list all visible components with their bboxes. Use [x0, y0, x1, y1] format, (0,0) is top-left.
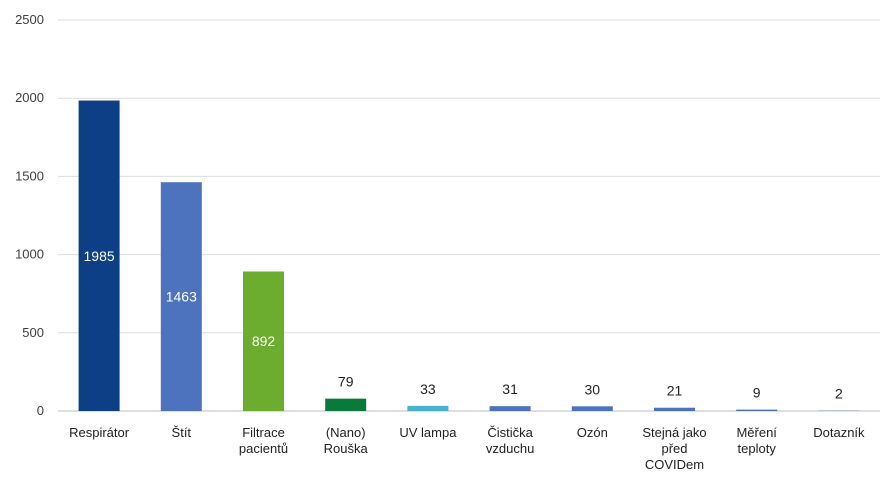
data-label: 31	[502, 381, 518, 397]
x-category-line: Respirátor	[69, 425, 130, 440]
x-category-line: Dotazník	[813, 425, 865, 440]
data-labels: 1985 1463 892 79 33 31 30 21 9 2	[84, 248, 843, 402]
y-tick-label: 0	[37, 403, 44, 418]
bar	[736, 409, 778, 411]
bar	[78, 100, 120, 412]
x-category-line: teploty	[738, 441, 777, 456]
x-category-label: UV lampa	[399, 425, 457, 440]
data-label: 892	[252, 333, 276, 349]
y-axis-ticks: 0 500 1000 1500 2000 2500	[15, 12, 44, 418]
x-category-line: Čistička	[487, 425, 533, 440]
x-category-line: před	[661, 441, 687, 456]
x-category-label: Stejná jako před COVIDem	[642, 425, 706, 472]
y-tick-label: 1500	[15, 168, 44, 183]
y-tick-label: 2500	[15, 12, 44, 27]
x-category-line: Štít	[172, 425, 192, 440]
x-category-line: (Nano)	[326, 425, 366, 440]
bar	[243, 271, 284, 411]
x-category-label: Dotazník	[813, 425, 865, 440]
y-tick-label: 500	[22, 325, 44, 340]
data-label: 30	[585, 381, 601, 397]
data-label: 79	[338, 374, 354, 390]
bar	[325, 398, 367, 411]
bars	[78, 100, 860, 412]
x-category-line: UV lampa	[399, 425, 457, 440]
bar	[160, 182, 202, 411]
data-label: 2	[835, 386, 843, 402]
data-label: 1985	[84, 248, 115, 264]
y-tick-label: 1000	[15, 247, 44, 262]
x-category-line: Ozón	[577, 425, 608, 440]
x-category-line: Rouška	[324, 441, 369, 456]
x-category-line: COVIDem	[645, 457, 704, 472]
data-label: 21	[667, 383, 683, 399]
x-category-label: (Nano) Rouška	[324, 425, 369, 456]
x-category-line: Stejná jako	[642, 425, 706, 440]
bar	[654, 407, 695, 411]
y-tick-label: 2000	[15, 90, 44, 105]
x-category-label: Čistička vzduchu	[486, 425, 534, 456]
bar	[407, 405, 449, 411]
x-category-line: Měření	[736, 425, 777, 440]
x-category-label: Ozón	[577, 425, 608, 440]
x-category-line: Filtrace	[242, 425, 285, 440]
bar	[489, 406, 531, 411]
data-label: 9	[753, 385, 761, 401]
x-category-label: Měření teploty	[736, 425, 777, 456]
data-label: 33	[420, 381, 436, 397]
x-category-label: Respirátor	[69, 425, 130, 440]
bar	[571, 406, 613, 411]
x-category-label: Filtrace pacientů	[239, 425, 288, 456]
x-category-line: vzduchu	[486, 441, 534, 456]
data-label: 1463	[166, 289, 197, 305]
x-category-label: Štít	[172, 425, 192, 440]
x-category-line: pacientů	[239, 441, 288, 456]
x-axis-categories: Respirátor Štít Filtrace pacientů (Nano) Rouš…	[69, 425, 865, 472]
